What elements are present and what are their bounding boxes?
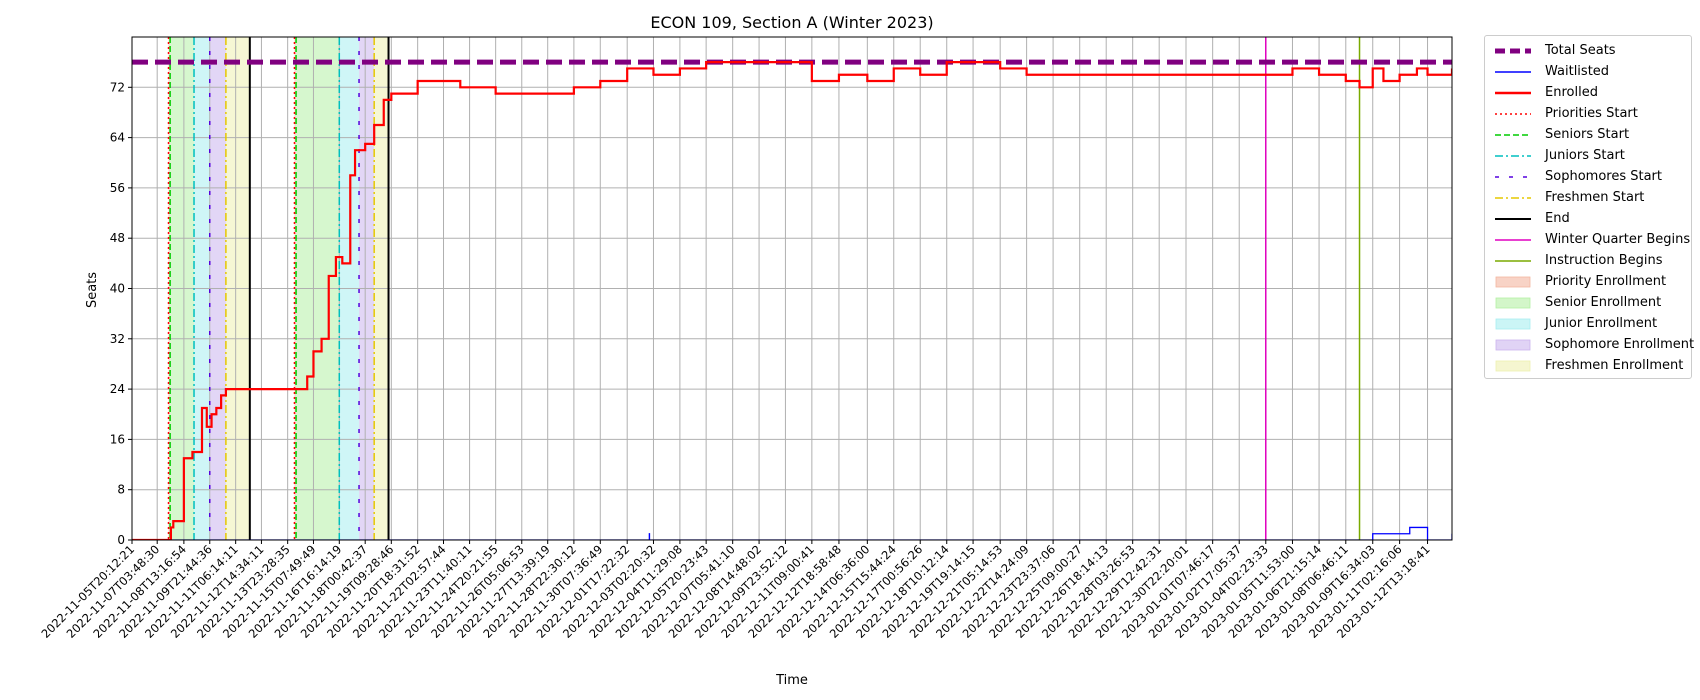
legend-symbol: [1495, 134, 1531, 136]
legend-symbol: [1495, 155, 1531, 157]
legend-label: Instruction Begins: [1545, 253, 1663, 268]
series-line-enrolled: [132, 61, 1452, 540]
y-tick-label: 24: [110, 382, 125, 396]
legend: Total Seats Waitlisted Enrolled Priorities …: [1484, 35, 1695, 379]
legend-patch-swatch: [1495, 318, 1531, 330]
legend-item: Waitlisted: [1485, 62, 1691, 83]
legend-symbol: [1495, 91, 1531, 95]
legend-item: Freshmen Start: [1485, 188, 1691, 209]
legend-symbol: [1495, 218, 1531, 220]
legend-symbol: [1495, 318, 1531, 330]
legend-label: Priority Enrollment: [1545, 274, 1667, 289]
y-tick-label: 0: [117, 533, 125, 547]
legend-symbol: [1495, 360, 1531, 372]
legend-patch-swatch: [1495, 339, 1531, 351]
legend-patch-swatch: [1495, 276, 1531, 288]
legend-symbol: [1495, 239, 1531, 241]
y-tick-label: 48: [110, 231, 125, 245]
legend-label: Priorities Start: [1545, 106, 1638, 121]
y-tick-label: 64: [110, 131, 125, 145]
y-tick-label: 16: [110, 432, 125, 446]
legend-item: Freshmen Enrollment: [1485, 356, 1691, 377]
legend-item: Juniors Start: [1485, 146, 1691, 167]
legend-label: Senior Enrollment: [1545, 295, 1662, 310]
legend-item: Instruction Begins: [1485, 251, 1691, 272]
y-tick-label: 32: [110, 332, 125, 346]
y-tick-label: 56: [110, 181, 125, 195]
legend-symbol: [1495, 71, 1531, 73]
legend-label: Juniors Start: [1545, 148, 1625, 163]
legend-symbol: [1495, 260, 1531, 262]
legend-label: End: [1545, 211, 1570, 226]
series-line-waitlisted: [132, 526, 1452, 540]
legend-label: Freshmen Enrollment: [1545, 358, 1684, 373]
plot-area: 0816243240485664722022-11-05T20:12:21202…: [38, 36, 1453, 641]
legend-symbol: [1495, 297, 1531, 309]
legend-item: Total Seats: [1485, 41, 1691, 62]
legend-symbol: [1495, 276, 1531, 288]
legend-item: Senior Enrollment: [1485, 293, 1691, 314]
series-group: [132, 59, 1452, 540]
y-tick-label: 40: [110, 282, 125, 296]
y-tick-label: 8: [117, 483, 125, 497]
legend-symbol: [1495, 197, 1531, 199]
legend-symbol: [1495, 176, 1531, 178]
legend-item: Seniors Start: [1485, 125, 1691, 146]
chart-title: ECON 109, Section A (Winter 2023): [650, 13, 933, 32]
x-axis-label: Time: [775, 673, 808, 688]
legend-item: Priorities Start: [1485, 104, 1691, 125]
legend-label: Sophomores Start: [1545, 169, 1662, 184]
legend-label: Sophomore Enrollment: [1545, 337, 1695, 352]
legend-item: Sophomore Enrollment: [1485, 335, 1695, 356]
legend-label: Freshmen Start: [1545, 190, 1645, 205]
legend-item: Junior Enrollment: [1485, 314, 1691, 335]
legend-symbol: [1495, 113, 1531, 115]
y-tick-label: 72: [110, 80, 125, 94]
legend-item: End: [1485, 209, 1691, 230]
y-axis-label: Seats: [85, 272, 100, 308]
legend-patch-swatch: [1495, 360, 1531, 372]
legend-label: Total Seats: [1545, 43, 1616, 58]
legend-item: Enrolled: [1485, 83, 1691, 104]
legend-item: Sophomores Start: [1485, 167, 1691, 188]
legend-label: Junior Enrollment: [1545, 316, 1658, 331]
legend-label: Winter Quarter Begins: [1545, 232, 1691, 247]
legend-item: Winter Quarter Begins: [1485, 230, 1691, 251]
legend-symbol: [1495, 339, 1531, 351]
legend-patch-swatch: [1495, 297, 1531, 309]
legend-label: Seniors Start: [1545, 127, 1630, 142]
legend-label: Waitlisted: [1545, 64, 1610, 79]
legend-item: Priority Enrollment: [1485, 272, 1691, 293]
legend-label: Enrolled: [1545, 85, 1598, 100]
legend-symbol: [1495, 48, 1531, 54]
